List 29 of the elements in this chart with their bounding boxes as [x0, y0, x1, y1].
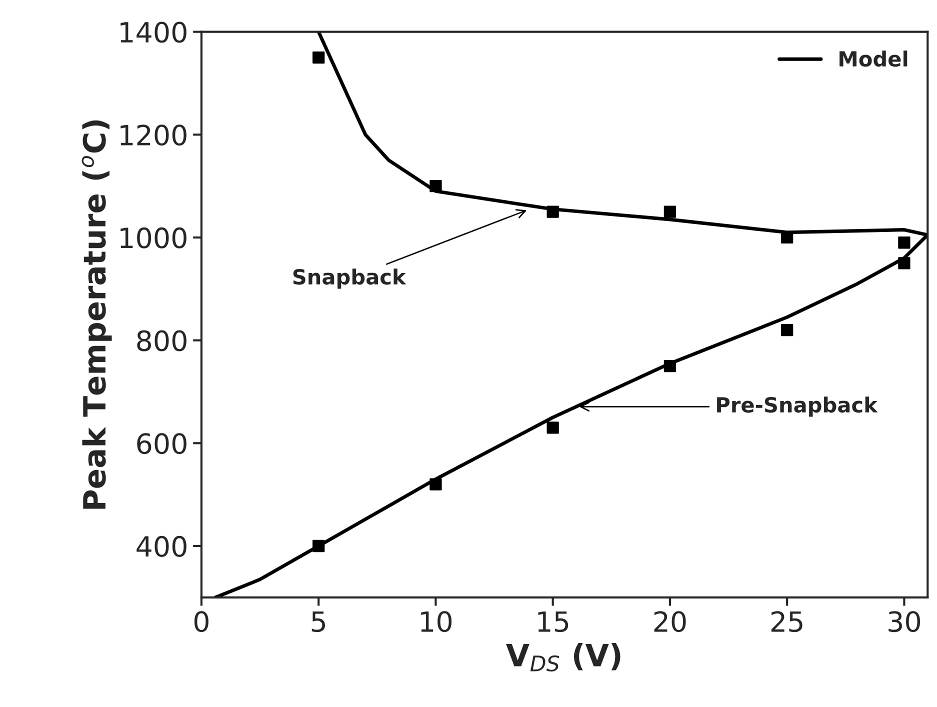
point [546, 206, 559, 218]
point [898, 257, 910, 270]
y-tick-label: 1400 [120, 22, 186, 43]
point [430, 180, 442, 192]
point [312, 51, 325, 64]
point [664, 206, 676, 218]
point [664, 360, 676, 372]
x-tick-label: 25 [771, 611, 802, 632]
x-tick-label: 5 [312, 611, 325, 632]
point [546, 422, 559, 434]
x-axis-title: V$_{DS}$ (V) [506, 643, 620, 672]
x-tick-label: 20 [654, 611, 686, 632]
y-tick-label: 400 [136, 536, 186, 557]
point [430, 478, 442, 490]
x-tick-label: 10 [421, 611, 452, 632]
y-tick-label: 800 [137, 330, 186, 352]
y-tick-label: 600 [137, 433, 186, 454]
point [781, 324, 794, 336]
x-tick-label: 0 [194, 611, 208, 632]
point [312, 540, 325, 552]
y-tick-label: 1000 [120, 227, 186, 248]
y-tick-label: 1200 [120, 124, 186, 146]
legend-label: Model [840, 50, 908, 67]
annotation: Snapback [293, 268, 406, 289]
annotation: Pre-Snapback [717, 396, 878, 417]
x-tick-label: 30 [888, 611, 920, 632]
x-tick-label: 15 [538, 611, 568, 632]
point [898, 236, 910, 249]
y-axis-title: Peak Temperature ($^{o}$C) [82, 120, 112, 509]
